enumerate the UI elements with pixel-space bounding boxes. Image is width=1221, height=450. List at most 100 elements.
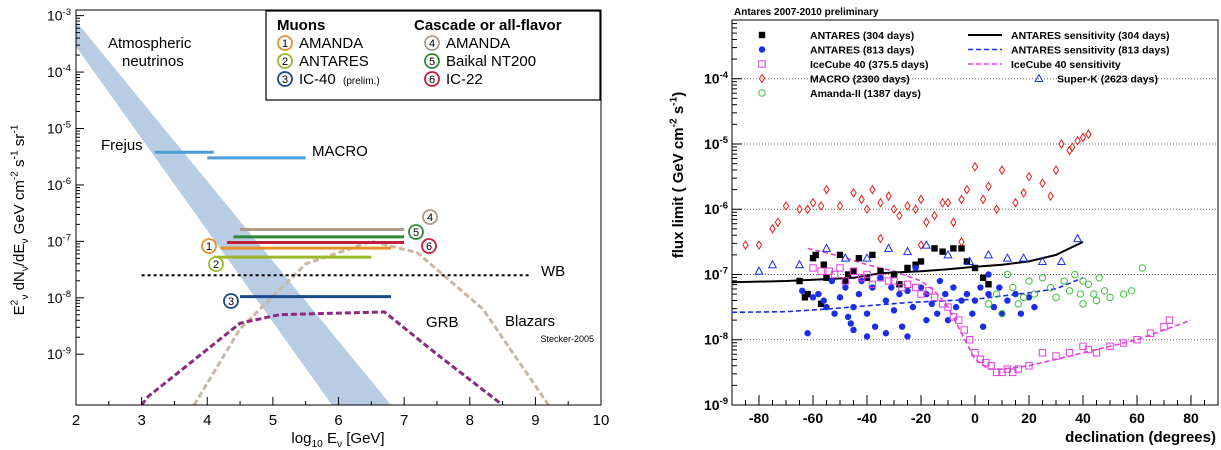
data-point-3 (774, 217, 782, 228)
data-point-1 (952, 303, 960, 311)
data-point-2 (836, 264, 844, 272)
data-point-0 (950, 245, 957, 252)
x-axis-label: log10 Eν [GeV] (291, 430, 384, 450)
limit-badge-4-number: 4 (427, 212, 433, 224)
data-point-3 (1074, 135, 1081, 146)
data-point-1 (1012, 290, 1019, 298)
data-point-3 (939, 197, 946, 208)
data-point-4 (1003, 270, 1012, 279)
data-point-1 (963, 290, 971, 298)
y-tick-label: 10-4 (704, 70, 729, 87)
legend-marker-3 (758, 73, 766, 84)
x-tick-label: 4 (203, 412, 211, 429)
x-axis-label-part: ν (337, 439, 342, 450)
data-point-2 (1133, 336, 1141, 344)
data-point-4 (1046, 283, 1055, 292)
frejus-label: Frejus (101, 137, 143, 154)
data-point-0 (904, 264, 911, 272)
data-point-0 (869, 251, 876, 259)
data-point-4 (1119, 290, 1128, 298)
data-point-3 (912, 204, 919, 215)
data-point-4 (1138, 264, 1147, 272)
data-point-4 (1052, 293, 1060, 302)
x-axis-label-part: log (291, 430, 311, 447)
data-point-0 (931, 245, 938, 252)
legend-marker-2 (758, 60, 766, 68)
limit-badge-1-number: 1 (206, 241, 212, 253)
data-point-3 (1047, 191, 1054, 202)
data-point-2 (1084, 345, 1093, 354)
limit-badge-1-ring (201, 238, 217, 254)
data-point-0 (844, 271, 852, 278)
data-point-4 (1090, 290, 1098, 298)
data-point-1 (898, 323, 906, 330)
data-point-3 (863, 204, 871, 215)
limit-badge-1: 1 (201, 238, 217, 254)
data-point-4 (1095, 274, 1103, 282)
limit-badge-2-number: 2 (213, 259, 219, 271)
data-point-3 (958, 236, 965, 247)
data-point-3 (823, 184, 830, 195)
data-point-1 (928, 300, 935, 308)
data-point-5 (840, 253, 851, 262)
legend-cascade-badge-4: 4 (424, 35, 440, 51)
data-point-3 (817, 201, 825, 211)
data-point-3 (971, 161, 979, 172)
y-axis-label-part: /dE (11, 244, 28, 267)
y-tick-label-part: -4 (720, 70, 729, 81)
legend-muon-badge-2-number: 2 (282, 56, 288, 68)
data-point-2 (890, 277, 898, 285)
data-point-3 (858, 194, 865, 205)
data-point-1 (904, 333, 911, 340)
y-tick-label: 10-3 (47, 7, 71, 24)
legend-muon-badge-2-ring (277, 53, 293, 69)
data-point-1 (850, 326, 857, 334)
data-point-4 (1030, 290, 1039, 298)
data-point-0 (971, 264, 979, 272)
data-point-3 (896, 210, 903, 221)
y-tick-label-part: -8 (720, 331, 728, 342)
x-axis-label-part: [GeV] (342, 430, 385, 447)
data-point-0 (796, 277, 803, 285)
legend-label-left-3: MACRO (2300 days) (810, 74, 910, 86)
x-tick-label: 9 (531, 412, 539, 429)
legend-cascade-badge-4-ring (424, 35, 440, 51)
data-point-1 (958, 297, 965, 304)
y-tick-label-part: 10 (704, 136, 720, 152)
data-point-1 (912, 264, 919, 272)
data-point-1 (823, 303, 830, 311)
data-point-2 (903, 280, 912, 288)
data-point-3 (1039, 178, 1046, 189)
data-point-4 (1009, 283, 1017, 292)
y-axis-label-part: 2 (10, 299, 21, 305)
y-tick-label: 10-6 (47, 176, 71, 193)
data-point-1 (863, 310, 871, 317)
data-point-3 (836, 201, 844, 211)
data-point-5 (1002, 253, 1013, 262)
data-point-5 (821, 243, 832, 252)
data-point-4 (1071, 270, 1079, 279)
data-point-2 (1146, 329, 1155, 337)
data-point-2 (965, 336, 974, 344)
data-point-3 (782, 201, 790, 211)
x-tick-label: -20 (911, 410, 931, 426)
wb-label: WB (541, 263, 565, 280)
legend-label-left-2: IceCube 40 (375.5 days) (810, 59, 928, 71)
data-point-1 (942, 290, 949, 298)
y-tick-label: 10-9 (47, 345, 71, 362)
x-tick-label: -40 (857, 410, 877, 426)
data-point-2 (960, 326, 968, 334)
data-point-1 (844, 313, 852, 321)
data-point-5 (964, 256, 975, 265)
y-tick-label-part: -4 (63, 63, 72, 74)
data-point-1 (923, 316, 930, 324)
x-axis-label-part: E (323, 430, 337, 447)
limit-badge-4-ring (422, 209, 438, 225)
x-tick-label: 2 (72, 412, 80, 429)
data-point-1 (969, 310, 976, 317)
data-point-1 (820, 297, 827, 304)
legend-cascade-badge-4-number: 4 (429, 38, 435, 50)
data-point-0 (836, 251, 844, 259)
data-point-5 (902, 246, 913, 256)
y-tick-label: 10-7 (704, 266, 728, 283)
